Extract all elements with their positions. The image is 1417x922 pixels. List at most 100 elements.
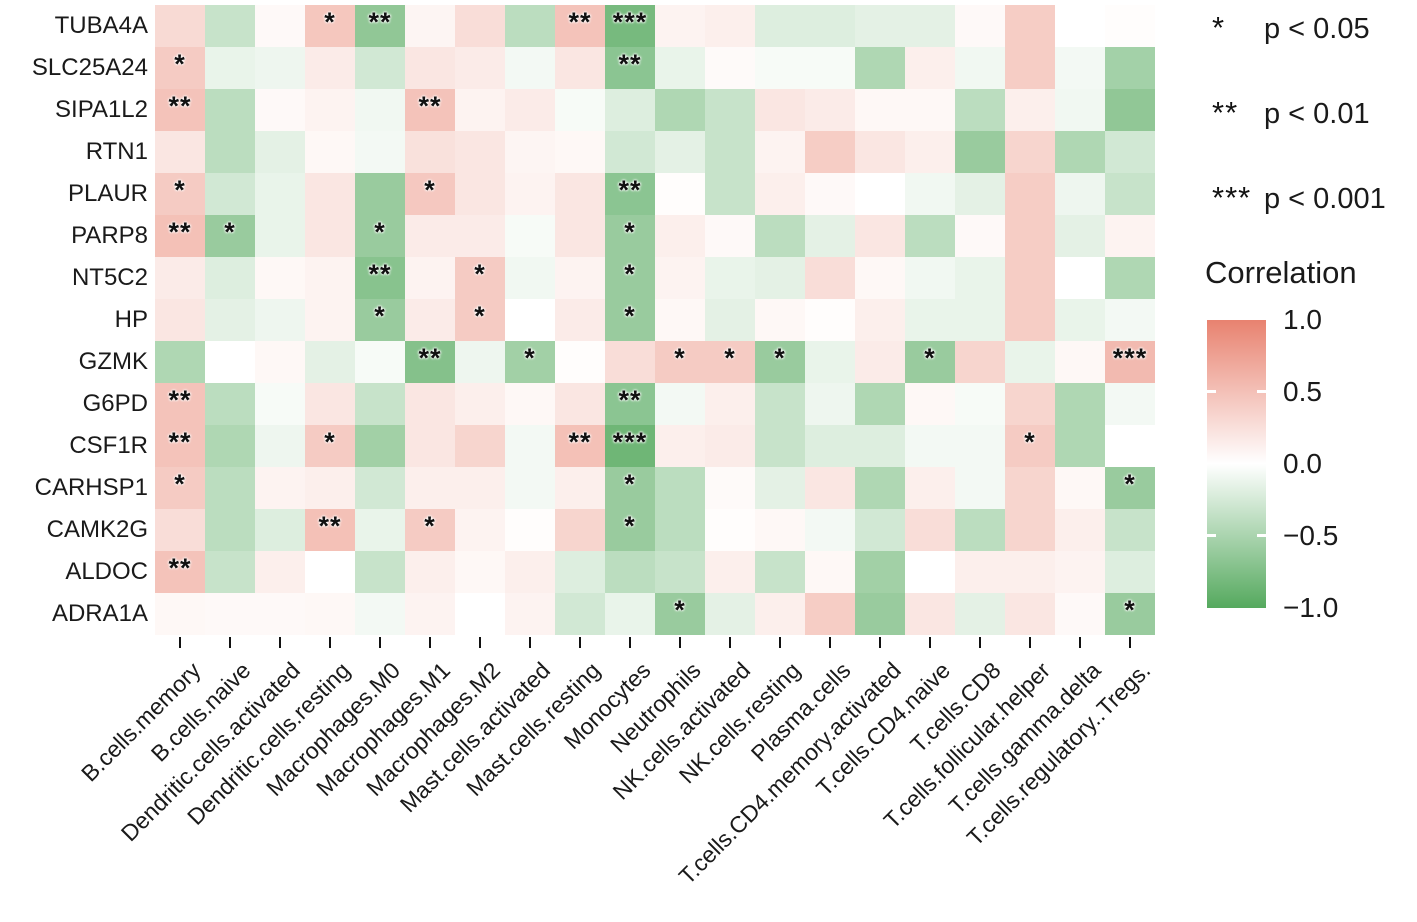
heatmap-cell: * — [155, 173, 205, 215]
heatmap-cell — [755, 383, 805, 425]
heatmap-cell — [805, 89, 855, 131]
heatmap-cell — [1055, 467, 1105, 509]
heatmap-cell — [805, 257, 855, 299]
heatmap-cell — [805, 299, 855, 341]
heatmap-cell — [705, 425, 755, 467]
heatmap-cell — [655, 509, 705, 551]
heatmap-cell — [755, 551, 805, 593]
column-tick — [829, 637, 831, 648]
heatmap-cell — [505, 593, 555, 635]
heatmap-cell — [205, 425, 255, 467]
heatmap-cell — [655, 299, 705, 341]
heatmap-cell — [205, 89, 255, 131]
asterisk-symbol: ** — [1212, 95, 1239, 130]
heatmap-cell — [1005, 215, 1055, 257]
heatmap-cell: * — [305, 425, 355, 467]
heatmap-cell — [355, 467, 405, 509]
column-tick — [429, 637, 431, 648]
heatmap-cell — [305, 341, 355, 383]
heatmap-cell — [855, 257, 905, 299]
heatmap-cell — [805, 215, 855, 257]
heatmap-cell — [155, 593, 205, 635]
heatmap-cell — [305, 47, 355, 89]
heatmap-cell — [205, 383, 255, 425]
heatmap-cell — [355, 383, 405, 425]
heatmap-cell — [1005, 341, 1055, 383]
heatmap-cell: * — [155, 47, 205, 89]
heatmap-cell — [1105, 509, 1155, 551]
heatmap-cell — [1105, 299, 1155, 341]
heatmap-cell: * — [605, 509, 655, 551]
heatmap-cell — [455, 551, 505, 593]
significance-legend-entry: *** p < 0.001 — [1212, 180, 1412, 265]
heatmap-cell — [155, 341, 205, 383]
heatmap-cell — [1105, 131, 1155, 173]
heatmap-cell — [255, 383, 305, 425]
heatmap-cell — [655, 173, 705, 215]
heatmap-cell: * — [355, 215, 405, 257]
significance-marker: ** — [168, 552, 192, 583]
significance-marker: * — [474, 258, 486, 289]
row-label-adra1a: ADRA1A — [51, 600, 148, 627]
heatmap-cell — [305, 299, 355, 341]
heatmap-cell — [905, 425, 955, 467]
heatmap-cell — [1105, 5, 1155, 47]
heatmap-cell — [205, 299, 255, 341]
heatmap-cell — [455, 5, 505, 47]
heatmap-cell — [755, 131, 805, 173]
column-tick — [1079, 637, 1081, 648]
heatmap-cell: ** — [155, 215, 205, 257]
significance-marker: ** — [418, 90, 442, 121]
significance-marker: ** — [368, 258, 392, 289]
heatmap-cell — [205, 341, 255, 383]
heatmap-cell — [205, 5, 255, 47]
heatmap-cell — [505, 551, 555, 593]
row-label-sipa1l2: SIPA1L2 — [55, 96, 148, 123]
heatmap-cell — [505, 215, 555, 257]
heatmap-cell — [655, 383, 705, 425]
heatmap-cell — [1055, 341, 1105, 383]
significance-marker: * — [624, 510, 636, 541]
heatmap-cell: * — [605, 215, 655, 257]
significance-marker: * — [174, 174, 186, 205]
column-tick — [379, 637, 381, 648]
heatmap-cell: * — [455, 257, 505, 299]
heatmap-cell — [255, 131, 305, 173]
heatmap-cell: *** — [1105, 341, 1155, 383]
heatmap-cell — [305, 131, 355, 173]
heatmap-cell — [1105, 89, 1155, 131]
heatmap-cell — [405, 551, 455, 593]
significance-marker: * — [474, 300, 486, 331]
heatmap-cell — [855, 215, 905, 257]
heatmap-cell — [355, 89, 405, 131]
heatmap-cell — [405, 593, 455, 635]
heatmap-cell: ** — [605, 383, 655, 425]
column-tick — [1129, 637, 1131, 648]
significance-legend-entry: ** p < 0.01 — [1212, 95, 1412, 180]
colorbar-tick-label: 1.0 — [1283, 304, 1322, 335]
heatmap-cell — [1055, 551, 1105, 593]
significance-threshold-label: p < 0.05 — [1264, 13, 1370, 45]
row-label-camk2g: CAMK2G — [46, 516, 148, 543]
heatmap-cell — [1055, 89, 1105, 131]
heatmap-cell — [455, 593, 505, 635]
heatmap-cell — [255, 47, 305, 89]
significance-marker: * — [324, 426, 336, 457]
significance-marker: ** — [568, 426, 592, 457]
significance-marker: ** — [368, 6, 392, 37]
heatmap-cell — [255, 257, 305, 299]
heatmap-cell — [555, 299, 605, 341]
heatmap-cell: * — [605, 257, 655, 299]
column-tick — [679, 637, 681, 648]
heatmap-cell — [305, 215, 355, 257]
heatmap-cell — [855, 131, 905, 173]
heatmap-cell — [855, 593, 905, 635]
heatmap-cell — [1005, 593, 1055, 635]
heatmap-cell — [155, 299, 205, 341]
heatmap-cell — [855, 509, 905, 551]
significance-legend-entry: * p < 0.05 — [1212, 10, 1412, 95]
heatmap-cell: ** — [155, 89, 205, 131]
heatmap-cell — [405, 257, 455, 299]
significance-marker: *** — [612, 426, 648, 457]
significance-marker: * — [624, 300, 636, 331]
